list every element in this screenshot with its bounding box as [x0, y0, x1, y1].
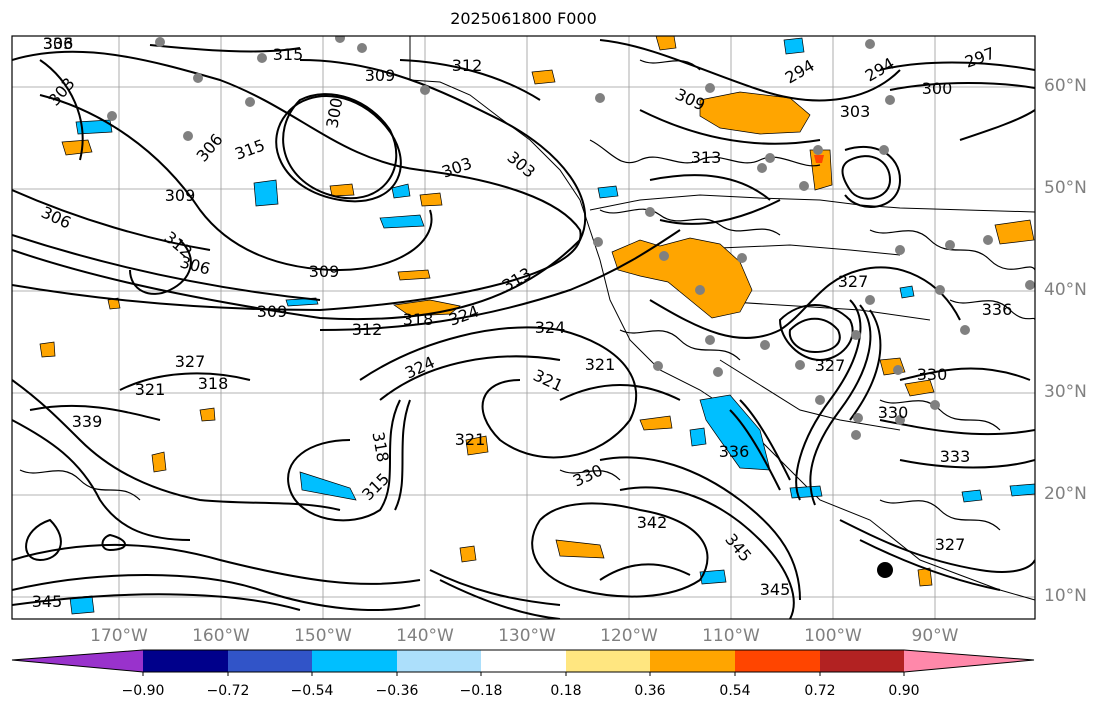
contour-label: 312 — [352, 320, 383, 339]
contour-label: 342 — [637, 513, 668, 532]
contour-label: 330 — [878, 403, 909, 422]
latitude-label: 30°N — [1044, 382, 1087, 402]
contour-label: 312 — [452, 56, 483, 75]
latitude-label: 10°N — [1044, 586, 1087, 606]
colorbar-segment — [143, 650, 228, 672]
contour-label: 327 — [815, 356, 846, 375]
latitude-label: 20°N — [1044, 484, 1087, 504]
colorbar-tick-label: −0.72 — [206, 683, 250, 699]
contour-label: 336 — [982, 300, 1013, 319]
contour-label: 336 — [719, 442, 750, 461]
contour-label: 303 — [840, 102, 871, 121]
longitude-label: 110°W — [702, 626, 760, 646]
colorbar-tick-label: 0.18 — [550, 683, 582, 699]
contour-label: 309 — [309, 262, 340, 281]
contour-label: 345 — [32, 592, 63, 611]
contour-label: 333 — [43, 34, 74, 53]
contour-label: 300 — [922, 79, 953, 98]
longitude-label: 100°W — [804, 626, 862, 646]
contour-label: 321 — [135, 380, 166, 399]
contour-label: 318 — [198, 374, 229, 393]
colorbar-segment — [397, 650, 481, 672]
filled-shading — [39, 36, 1035, 615]
black-marker — [877, 562, 893, 578]
contour-label: 321 — [455, 430, 486, 449]
contour-label: 330 — [917, 365, 948, 384]
longitude-label: 120°W — [600, 626, 658, 646]
contour-lines — [12, 39, 1035, 619]
contour-label: 345 — [760, 580, 791, 599]
contour-label: 339 — [72, 412, 103, 431]
lat-lon-grid — [12, 36, 1035, 619]
latitude-label: 40°N — [1044, 280, 1087, 300]
longitude-label: 170°W — [90, 626, 148, 646]
station-markers — [107, 36, 1035, 440]
colorbar-tick-label: −0.18 — [459, 683, 503, 699]
colorbar-segment — [566, 650, 650, 672]
colorbar-segment — [735, 650, 820, 672]
colorbar-segment — [904, 650, 1034, 672]
contour-label: 333 — [940, 447, 971, 466]
longitude-label: 90°W — [911, 626, 959, 646]
colorbar-segment — [228, 650, 312, 672]
colorbar-tick-label: −0.54 — [290, 683, 334, 699]
map-frame — [11, 35, 1036, 620]
contour-label: 309 — [257, 302, 288, 321]
contour-label: 321 — [585, 355, 616, 374]
longitude-label: 150°W — [294, 626, 352, 646]
colorbar-tick-label: −0.90 — [121, 683, 165, 699]
longitude-label: 160°W — [192, 626, 250, 646]
fine-contours — [19, 59, 1035, 531]
contour-label: 306 — [43, 34, 74, 53]
latitude-label: 50°N — [1044, 178, 1087, 198]
contour-label: 327 — [838, 272, 869, 291]
contour-label: 327 — [935, 535, 966, 554]
contour-label: 309 — [165, 186, 196, 205]
longitude-label: 130°W — [498, 626, 556, 646]
contour-label: 324 — [535, 318, 566, 337]
colorbar-segment — [820, 650, 904, 672]
latitude-label: 60°N — [1044, 76, 1087, 96]
map-title: 2025061800 F000 — [450, 9, 597, 28]
colorbar-tick-label: 0.36 — [634, 683, 666, 699]
colorbar-segment — [650, 650, 735, 672]
colorbar-tick-label: 0.54 — [719, 683, 751, 699]
colorbar-tick-label: −0.36 — [375, 683, 419, 699]
colorbar-segment — [481, 650, 566, 672]
contour-label: 313 — [691, 148, 722, 167]
longitude-label: 140°W — [396, 626, 454, 646]
colorbar-segment — [312, 650, 397, 672]
colorbar-tick-label: 0.90 — [888, 683, 920, 699]
contour-label: 318 — [403, 310, 434, 329]
contour-label: 327 — [175, 352, 206, 371]
contour-label: 309 — [365, 66, 396, 85]
colorbar-tick-label: 0.72 — [804, 683, 836, 699]
contour-label: 315 — [273, 45, 304, 64]
colorbar-segment — [12, 650, 143, 672]
